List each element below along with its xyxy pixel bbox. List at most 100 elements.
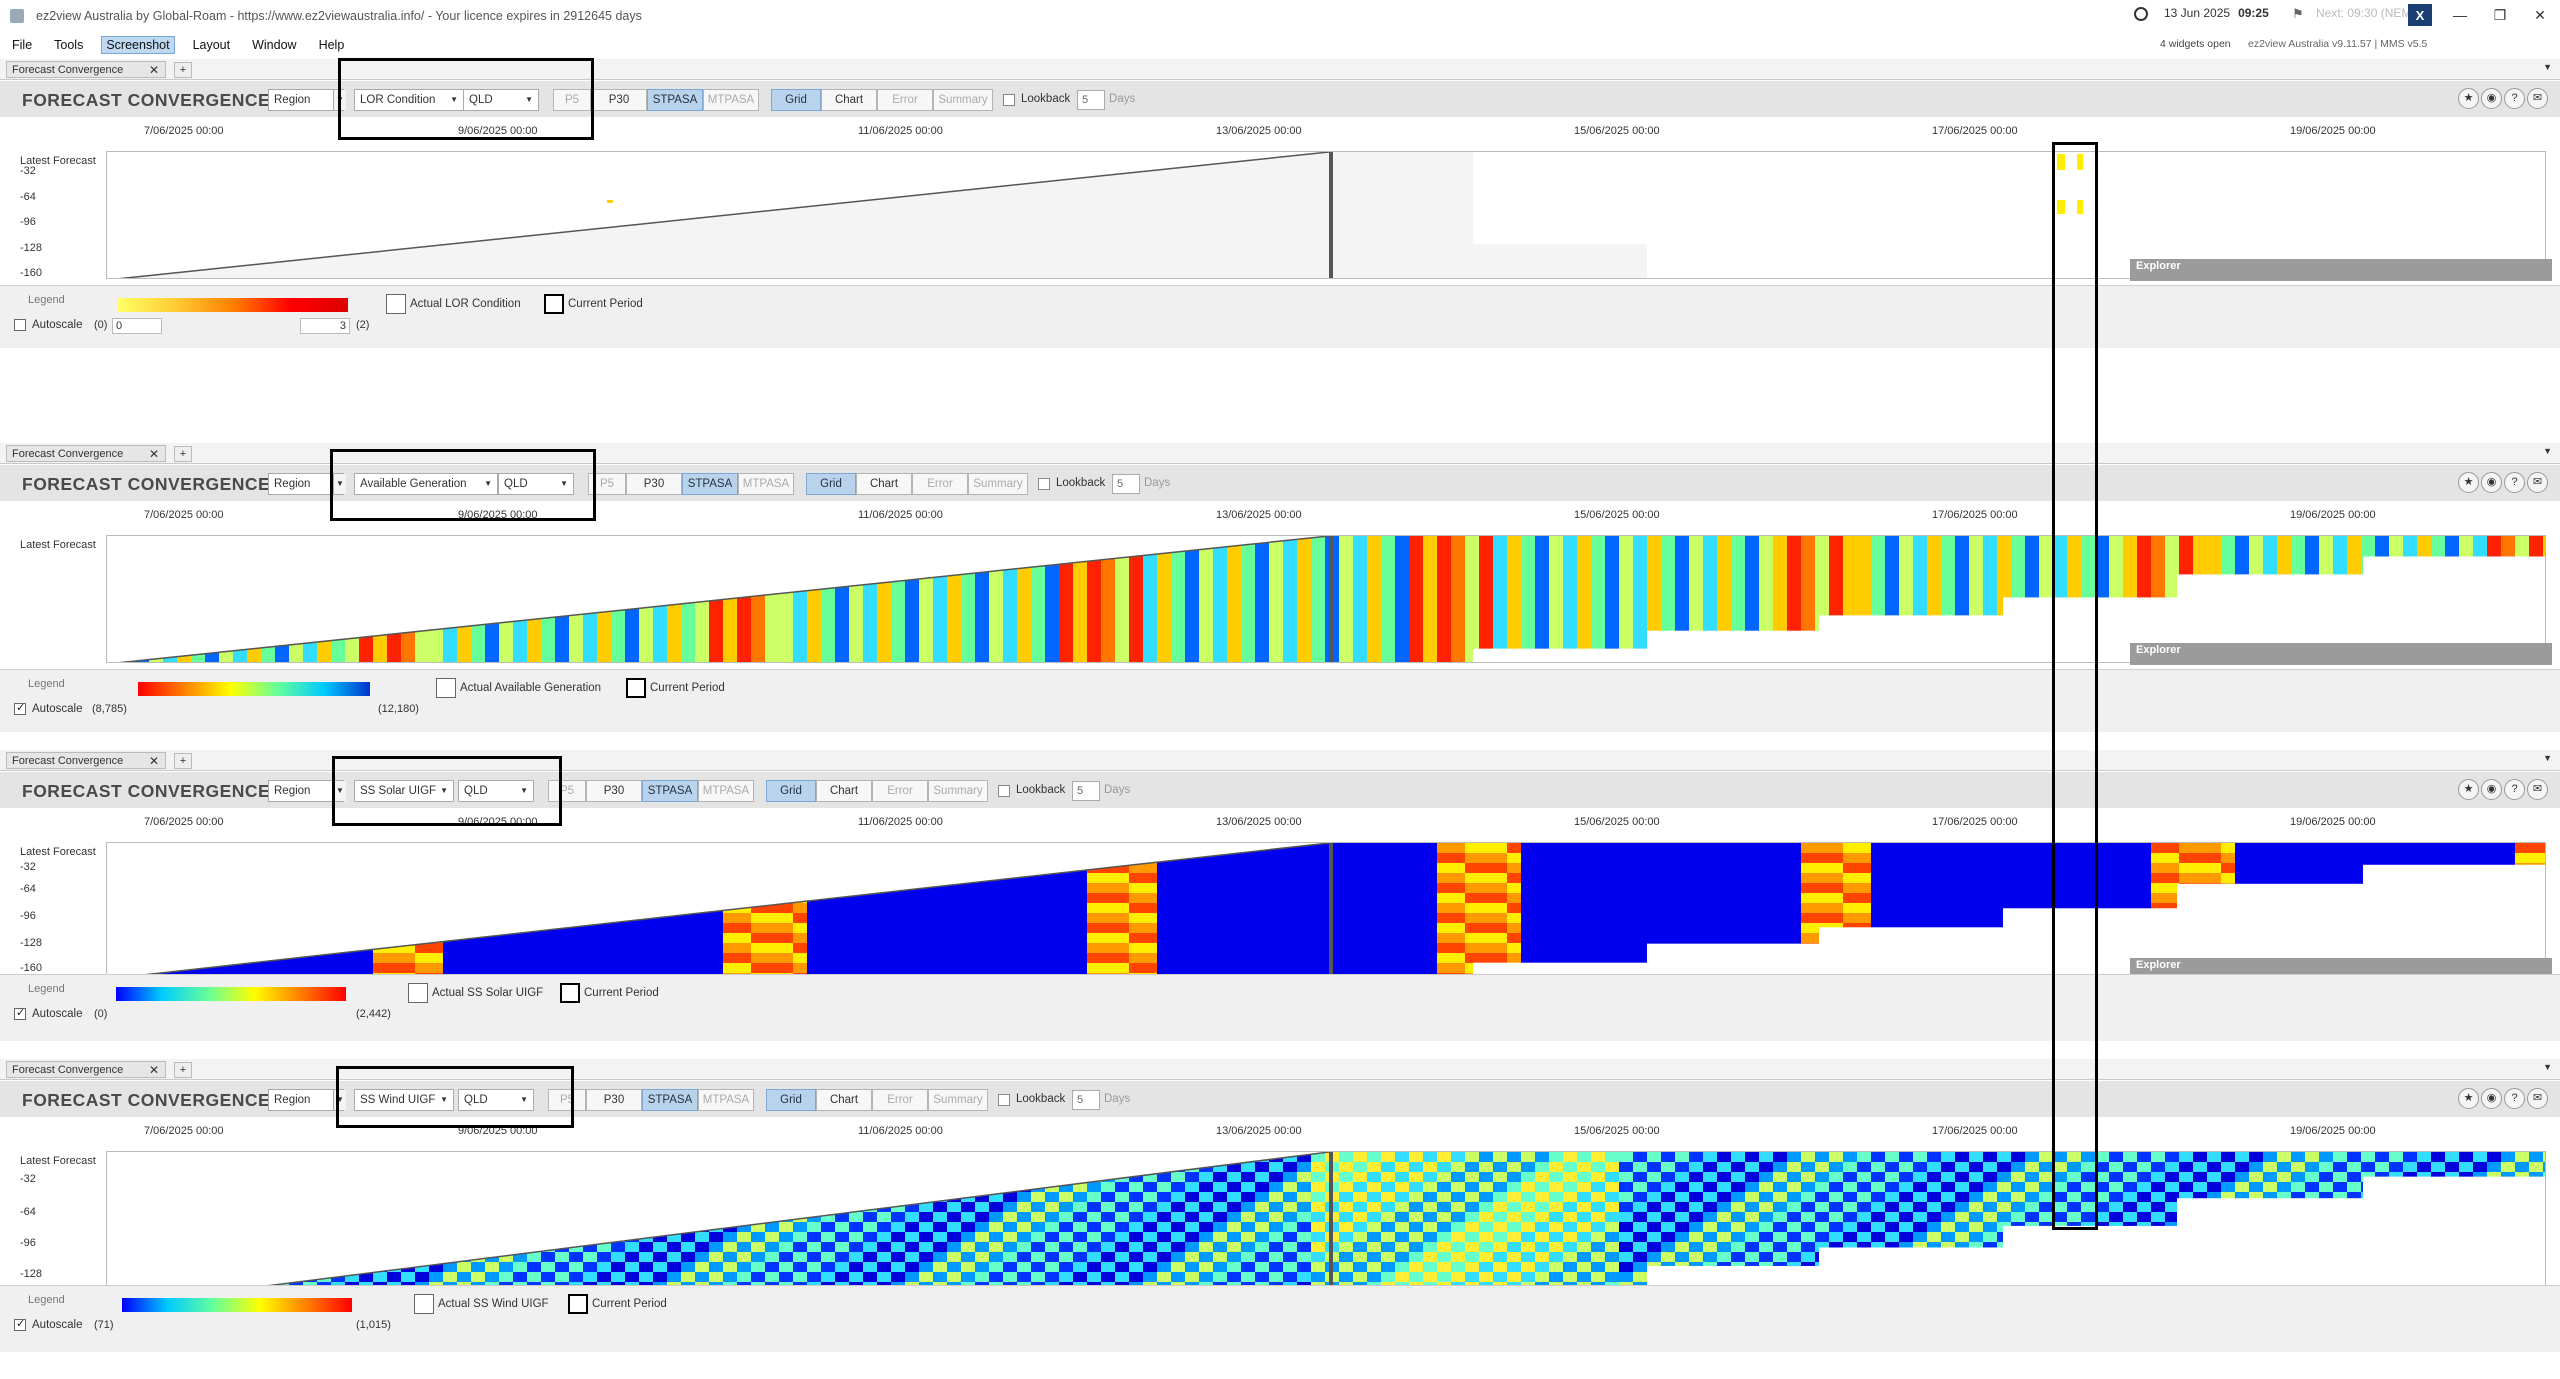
error-button[interactable]: Error xyxy=(872,780,928,802)
menu-layout[interactable]: Layout xyxy=(192,38,231,52)
add-tab-button[interactable]: + xyxy=(174,62,192,78)
autoscale-checkbox[interactable] xyxy=(14,319,26,331)
p30-button[interactable]: P30 xyxy=(626,473,682,495)
region-select[interactable]: Region ▼ xyxy=(268,1089,346,1111)
comment-icon[interactable]: ✉ xyxy=(2527,779,2548,800)
error-button[interactable]: Error xyxy=(872,1089,928,1111)
menu-file[interactable]: File xyxy=(12,38,33,52)
camera-icon[interactable]: ◉ xyxy=(2481,1088,2502,1109)
error-button[interactable]: Error xyxy=(877,89,933,111)
maximize-button[interactable]: ❐ xyxy=(2493,6,2507,23)
close-button[interactable]: ✕ xyxy=(2534,6,2546,23)
current-period-checkbox[interactable] xyxy=(544,294,564,314)
state-select[interactable]: QLD ▼ xyxy=(458,780,534,802)
help-icon[interactable]: ? xyxy=(2504,472,2525,493)
close-icon[interactable]: ✕ xyxy=(148,1063,159,1077)
grid-button[interactable]: Grid xyxy=(766,780,816,802)
widget-tab[interactable]: Forecast Convergence ✕ xyxy=(6,1061,166,1078)
menu-tools[interactable]: Tools xyxy=(54,38,84,52)
p5-button[interactable]: P5 xyxy=(548,780,586,802)
menu-help[interactable]: Help xyxy=(318,38,345,52)
actual-checkbox[interactable] xyxy=(436,678,456,698)
stpasa-button[interactable]: STPASA xyxy=(642,1089,698,1111)
state-select[interactable]: QLD ▼ xyxy=(458,1089,534,1111)
region-select[interactable]: Region ▼ xyxy=(268,780,346,802)
ez2view-logo[interactable]: X xyxy=(2408,4,2432,26)
lookback-days-input[interactable]: 5 xyxy=(1072,781,1100,801)
lookback-checkbox[interactable] xyxy=(998,1094,1010,1106)
lookback-days-input[interactable]: 5 xyxy=(1077,90,1105,110)
mtpasa-button[interactable]: MTPASA xyxy=(703,89,759,111)
legend-min-input[interactable]: 0 xyxy=(112,318,162,334)
menu-window[interactable]: Window xyxy=(252,38,297,52)
camera-icon[interactable]: ◉ xyxy=(2481,88,2502,109)
stpasa-button[interactable]: STPASA xyxy=(642,780,698,802)
star-icon[interactable]: ★ xyxy=(2458,472,2479,493)
current-period-checkbox[interactable] xyxy=(560,983,580,1003)
date-time-display[interactable]: 13 Jun 2025 09:25 xyxy=(2164,6,2269,20)
autoscale-checkbox[interactable] xyxy=(14,701,26,715)
p30-button[interactable]: P30 xyxy=(591,89,647,111)
current-period-checkbox[interactable] xyxy=(568,1294,588,1314)
metric-select[interactable]: SS Solar UIGF ▼ xyxy=(354,780,454,802)
explorer-panel[interactable]: Explorer xyxy=(2130,643,2552,665)
widget-tab[interactable]: Forecast Convergence ✕ xyxy=(6,752,166,769)
close-icon[interactable]: ✕ xyxy=(148,447,159,461)
help-icon[interactable]: ? xyxy=(2504,779,2525,800)
mtpasa-button[interactable]: MTPASA xyxy=(698,780,754,802)
region-select[interactable]: Region ▼ xyxy=(268,89,346,111)
heatmap-plot[interactable] xyxy=(106,1151,2546,1305)
close-icon[interactable]: ✕ xyxy=(148,63,159,77)
lookback-days-input[interactable]: 5 xyxy=(1112,474,1140,494)
star-icon[interactable]: ★ xyxy=(2458,779,2479,800)
flag-icon[interactable]: ⚑ xyxy=(2292,6,2304,21)
summary-button[interactable]: Summary xyxy=(928,780,988,802)
widget-tab[interactable]: Forecast Convergence ✕ xyxy=(6,445,166,462)
explorer-panel[interactable]: Explorer xyxy=(2130,259,2552,281)
lookback-checkbox[interactable] xyxy=(1038,478,1050,490)
chevron-down-icon[interactable]: ▼ xyxy=(2543,753,2552,763)
error-button[interactable]: Error xyxy=(912,473,968,495)
lookback-days-input[interactable]: 5 xyxy=(1072,1090,1100,1110)
mtpasa-button[interactable]: MTPASA xyxy=(698,1089,754,1111)
state-select[interactable]: QLD ▼ xyxy=(498,473,574,495)
add-tab-button[interactable]: + xyxy=(174,753,192,769)
actual-checkbox[interactable] xyxy=(408,983,428,1003)
menu-screenshot[interactable]: Screenshot xyxy=(101,36,175,54)
chart-button[interactable]: Chart xyxy=(821,89,877,111)
p5-button[interactable]: P5 xyxy=(548,1089,586,1111)
chevron-down-icon[interactable]: ▼ xyxy=(2543,62,2552,72)
comment-icon[interactable]: ✉ xyxy=(2527,1088,2548,1109)
camera-icon[interactable]: ◉ xyxy=(2481,779,2502,800)
metric-select[interactable]: SS Wind UIGF ▼ xyxy=(354,1089,454,1111)
add-tab-button[interactable]: + xyxy=(174,446,192,462)
lookback-checkbox[interactable] xyxy=(998,785,1010,797)
camera-icon[interactable]: ◉ xyxy=(2481,472,2502,493)
chart-button[interactable]: Chart xyxy=(816,780,872,802)
heatmap-plot[interactable] xyxy=(106,535,2546,663)
comment-icon[interactable]: ✉ xyxy=(2527,88,2548,109)
summary-button[interactable]: Summary xyxy=(928,1089,988,1111)
chart-button[interactable]: Chart xyxy=(856,473,912,495)
summary-button[interactable]: Summary xyxy=(968,473,1028,495)
chevron-down-icon[interactable]: ▼ xyxy=(2543,446,2552,456)
actual-checkbox[interactable] xyxy=(386,294,406,314)
grid-button[interactable]: Grid xyxy=(766,1089,816,1111)
grid-button[interactable]: Grid xyxy=(806,473,856,495)
stpasa-button[interactable]: STPASA xyxy=(682,473,738,495)
lookback-checkbox[interactable] xyxy=(1003,94,1015,106)
mtpasa-button[interactable]: MTPASA xyxy=(738,473,794,495)
help-icon[interactable]: ? xyxy=(2504,1088,2525,1109)
add-tab-button[interactable]: + xyxy=(174,1062,192,1078)
close-icon[interactable]: ✕ xyxy=(148,754,159,768)
chart-button[interactable]: Chart xyxy=(816,1089,872,1111)
current-period-checkbox[interactable] xyxy=(626,678,646,698)
p30-button[interactable]: P30 xyxy=(586,1089,642,1111)
widget-tab[interactable]: Forecast Convergence ✕ xyxy=(6,61,166,78)
minimize-button[interactable]: — xyxy=(2453,7,2467,23)
star-icon[interactable]: ★ xyxy=(2458,1088,2479,1109)
chevron-down-icon[interactable]: ▼ xyxy=(2543,1062,2552,1072)
p5-button[interactable]: P5 xyxy=(553,89,591,111)
autoscale-checkbox[interactable] xyxy=(14,1006,26,1020)
stpasa-button[interactable]: STPASA xyxy=(647,89,703,111)
